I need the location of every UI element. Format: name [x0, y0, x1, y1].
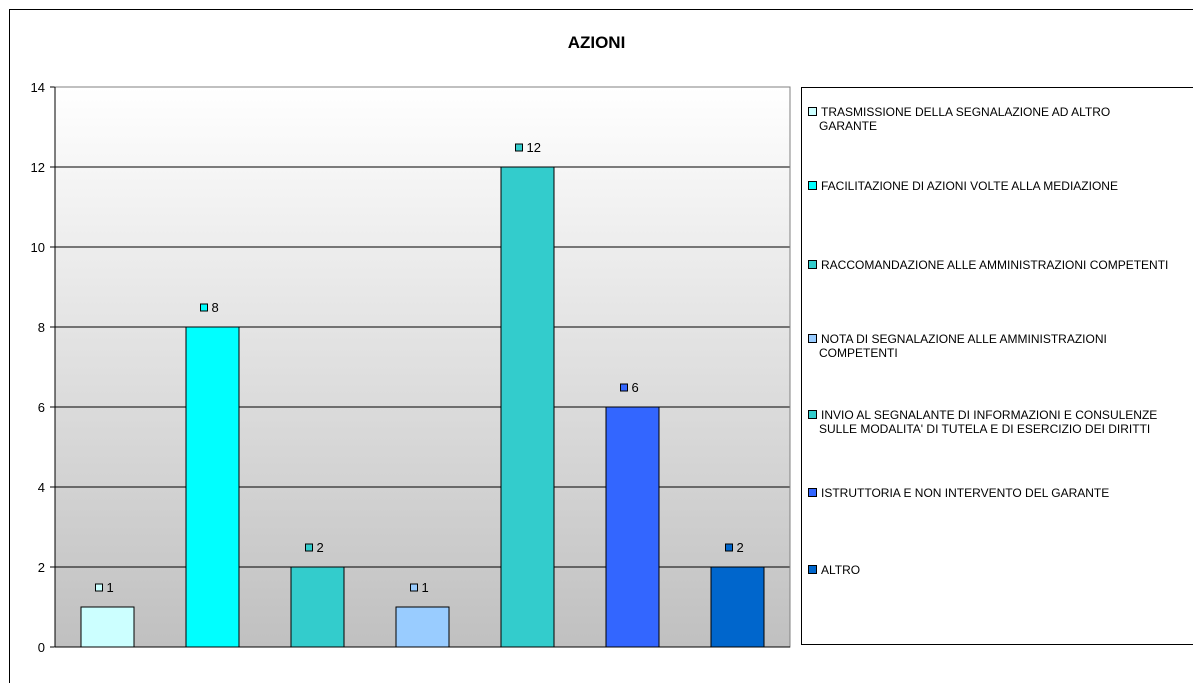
y-tick-label: 12: [31, 160, 45, 175]
legend-item: ISTRUTTORIA E NON INTERVENTO DEL GARANTE: [808, 486, 1109, 500]
bar: [185, 326, 240, 648]
bar: [710, 566, 765, 648]
plot-area: [55, 87, 790, 647]
data-label: 6: [632, 380, 639, 395]
legend-swatch: [808, 410, 817, 419]
bar: [395, 606, 450, 648]
y-tick-label: 8: [38, 320, 45, 335]
data-label-swatch: [200, 303, 208, 312]
y-tick-label: 4: [38, 480, 45, 495]
data-label: 1: [107, 580, 114, 595]
legend-item: TRASMISSIONE DELLA SEGNALAZIONE AD ALTRO…: [808, 105, 1110, 133]
data-label-swatch: [410, 583, 418, 592]
legend-item: RACCOMANDAZIONE ALLE AMMINISTRAZIONI COM…: [808, 258, 1168, 272]
legend-label-cont: GARANTE: [819, 119, 878, 133]
data-label: 2: [737, 540, 744, 555]
legend-swatch: [808, 181, 817, 190]
data-label-swatch: [305, 543, 313, 552]
legend-item: FACILITAZIONE DI AZIONI VOLTE ALLA MEDIA…: [808, 179, 1118, 193]
y-tick-label: 10: [31, 240, 45, 255]
legend-swatch: [808, 565, 817, 574]
data-label-swatch: [725, 543, 733, 552]
legend-item: NOTA DI SEGNALAZIONE ALLE AMMINISTRAZION…: [808, 332, 1107, 360]
legend-label: ISTRUTTORIA E NON INTERVENTO DEL GARANTE: [821, 486, 1110, 500]
data-label-swatch: [95, 583, 103, 592]
bar: [290, 566, 345, 648]
legend-label-cont: SULLE MODALITA' DI TUTELA E DI ESERCIZIO…: [819, 422, 1151, 436]
legend-swatch: [808, 107, 817, 116]
bar: [500, 166, 555, 648]
legend-label: INVIO AL SEGNALANTE DI INFORMAZIONI E CO…: [821, 408, 1158, 422]
legend-label: TRASMISSIONE DELLA SEGNALAZIONE AD ALTRO: [821, 105, 1111, 119]
legend-label-cont: COMPETENTI: [819, 346, 898, 360]
legend-label: NOTA DI SEGNALAZIONE ALLE AMMINISTRAZION…: [821, 332, 1107, 346]
legend-swatch: [808, 260, 817, 269]
legend-item: INVIO AL SEGNALANTE DI INFORMAZIONI E CO…: [808, 408, 1157, 436]
y-tick-label: 0: [38, 640, 45, 655]
legend-item: ALTRO: [808, 563, 860, 577]
data-label: 8: [212, 300, 219, 315]
data-label-swatch: [515, 143, 523, 152]
legend-swatch: [808, 334, 817, 343]
legend-label: FACILITAZIONE DI AZIONI VOLTE ALLA MEDIA…: [821, 179, 1118, 193]
data-label: 1: [422, 580, 429, 595]
y-tick-label: 6: [38, 400, 45, 415]
data-label: 2: [317, 540, 324, 555]
chart-legend: TRASMISSIONE DELLA SEGNALAZIONE AD ALTRO…: [801, 87, 1193, 645]
legend-swatch: [808, 488, 817, 497]
legend-label: ALTRO: [821, 563, 861, 577]
legend-label: RACCOMANDAZIONE ALLE AMMINISTRAZIONI COM…: [821, 258, 1169, 272]
data-label-swatch: [620, 383, 628, 392]
data-label: 12: [527, 140, 541, 155]
y-tick-label: 2: [38, 560, 45, 575]
chart-title: AZIONI: [567, 33, 626, 52]
y-tick-label: 14: [31, 80, 45, 95]
bar: [80, 606, 135, 648]
bar: [605, 406, 660, 648]
chart-frame: [9, 9, 1193, 683]
